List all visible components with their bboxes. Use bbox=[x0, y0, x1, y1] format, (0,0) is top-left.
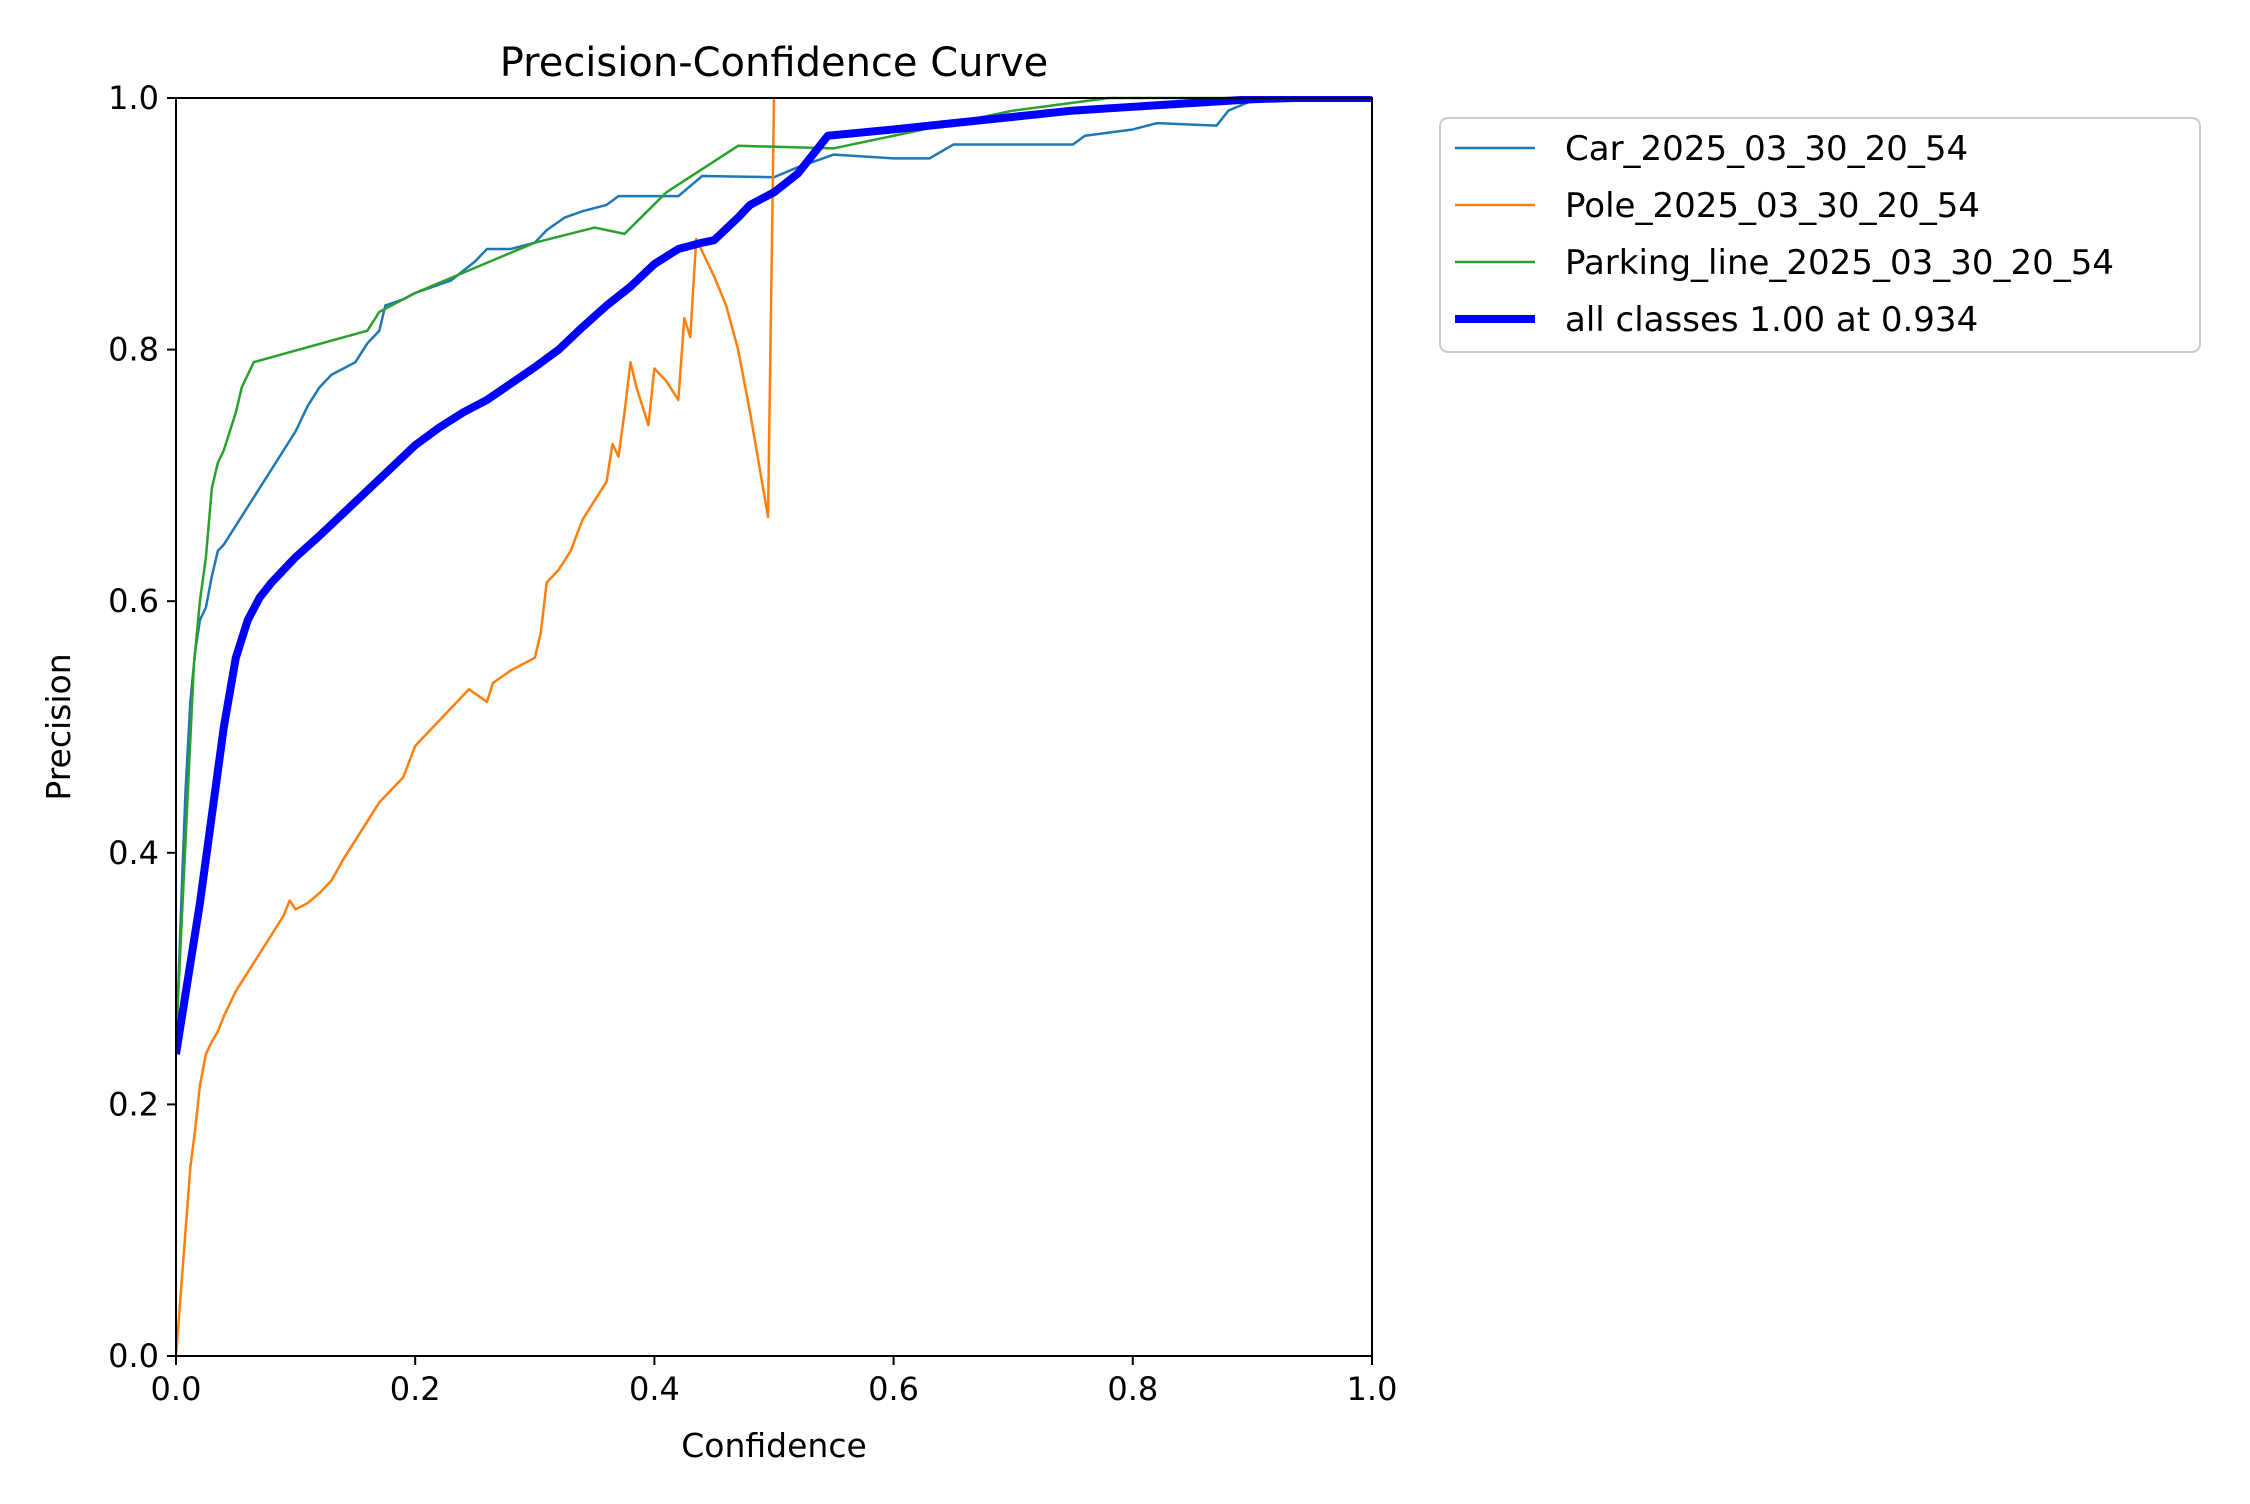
x-tick-label: 0.2 bbox=[390, 1370, 441, 1408]
series-line-all-classes-1-00-at-0-934 bbox=[176, 96, 1372, 1055]
chart-title: Precision-Confidence Curve bbox=[500, 40, 1049, 86]
legend: Car_2025_03_30_20_54 Pole_2025_03_30_20_5… bbox=[1439, 117, 2201, 353]
legend-label-car-2025-03-30-20-54: Car_2025_03_30_20_54 bbox=[1565, 129, 1968, 169]
x-tick-label: 0.6 bbox=[868, 1370, 919, 1408]
x-axis-label: Confidence bbox=[681, 1426, 867, 1465]
plot-area-frame bbox=[175, 97, 1373, 1357]
y-axis-label: Precision bbox=[39, 653, 78, 800]
y-tick-label: 1.0 bbox=[108, 79, 159, 117]
y-tick-label: 0.4 bbox=[108, 834, 159, 872]
series-line-pole-2025-03-30-20-54 bbox=[176, 97, 776, 1357]
series-layer bbox=[176, 96, 1372, 1357]
legend-label-all-classes-1-00-at-0-934: all classes 1.00 at 0.934 bbox=[1565, 300, 1978, 340]
x-axis-ticks: 0.0 0.2 0.4 0.6 0.8 1.0 bbox=[151, 1356, 1398, 1408]
x-tick-label: 0.4 bbox=[629, 1370, 680, 1408]
y-tick-label: 0.2 bbox=[108, 1085, 159, 1123]
y-axis-ticks: 0.0 0.2 0.4 0.6 0.8 1.0 bbox=[108, 79, 176, 1375]
series-line-parking-line-2025-03-30-20-54 bbox=[176, 96, 1372, 1042]
y-tick-label: 0.6 bbox=[108, 582, 159, 620]
y-tick-label: 0.8 bbox=[108, 331, 159, 369]
series-line-car-2025-03-30-20-54 bbox=[176, 96, 1372, 1055]
x-tick-label: 0.0 bbox=[151, 1370, 202, 1408]
legend-label-pole-2025-03-30-20-54: Pole_2025_03_30_20_54 bbox=[1565, 186, 1980, 226]
legend-entries: Car_2025_03_30_20_54 Pole_2025_03_30_20_5… bbox=[1455, 129, 2114, 340]
x-tick-label: 0.8 bbox=[1107, 1370, 1158, 1408]
legend-frame bbox=[1439, 117, 2201, 353]
y-tick-label: 0.0 bbox=[108, 1337, 159, 1375]
legend-label-parking-line-2025-03-30-20-54: Parking_line_2025_03_30_20_54 bbox=[1565, 243, 2114, 283]
x-tick-label: 1.0 bbox=[1347, 1370, 1398, 1408]
